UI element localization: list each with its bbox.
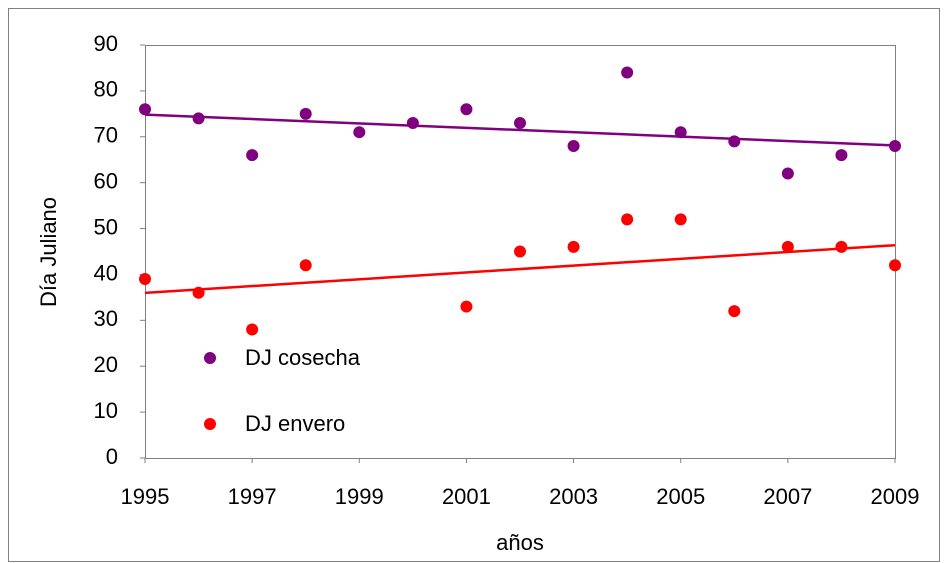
y-tick-label: 0 <box>106 444 118 469</box>
point <box>781 240 794 253</box>
point <box>192 112 205 125</box>
point <box>246 323 259 336</box>
point <box>889 259 901 272</box>
point <box>621 66 634 79</box>
point <box>567 139 580 152</box>
point <box>192 286 205 299</box>
legend-label: DJ envero <box>245 411 345 436</box>
point <box>139 103 151 116</box>
x-tick-label: 1999 <box>335 484 384 509</box>
y-axis-label: Día Juliano <box>36 197 61 307</box>
y-tick-label: 10 <box>94 398 118 423</box>
x-tick-label: 2009 <box>871 484 920 509</box>
y-tick-label: 20 <box>94 352 118 377</box>
x-tick-label: 2005 <box>656 484 705 509</box>
trendline <box>144 113 896 147</box>
y-tick-label: 30 <box>94 306 118 331</box>
legend-marker <box>204 418 216 430</box>
point <box>781 167 794 180</box>
point <box>514 245 526 258</box>
point <box>353 126 366 139</box>
point <box>139 273 151 286</box>
point <box>889 139 901 152</box>
x-tick-label: 1997 <box>228 484 277 509</box>
x-tick-label: 2001 <box>442 484 491 509</box>
point <box>674 126 687 139</box>
point <box>728 135 741 148</box>
point <box>835 240 848 253</box>
point <box>299 107 312 120</box>
x-tick-label: 2003 <box>549 484 598 509</box>
point <box>567 240 580 253</box>
point <box>728 305 741 318</box>
trendline <box>144 243 896 295</box>
y-tick-label: 90 <box>94 31 118 56</box>
point <box>460 300 473 313</box>
point <box>299 259 312 272</box>
x-tick-label: 1995 <box>121 484 170 509</box>
plot-area <box>145 45 896 459</box>
point <box>621 213 634 226</box>
chart-border <box>8 8 940 562</box>
x-tick-label: 2007 <box>763 484 812 509</box>
legend-marker <box>204 352 216 364</box>
y-tick-label: 80 <box>94 77 118 102</box>
y-tick-label: 60 <box>94 168 118 193</box>
y-tick-label: 50 <box>94 214 118 239</box>
point <box>406 117 419 130</box>
y-tick-label: 40 <box>94 260 118 285</box>
point <box>514 117 526 130</box>
y-tick-label: 70 <box>94 123 118 148</box>
legend-label: DJ cosecha <box>245 345 361 370</box>
x-axis-label: años <box>496 530 544 555</box>
point <box>460 103 473 116</box>
point <box>835 149 848 162</box>
point <box>674 213 687 226</box>
point <box>246 149 259 162</box>
